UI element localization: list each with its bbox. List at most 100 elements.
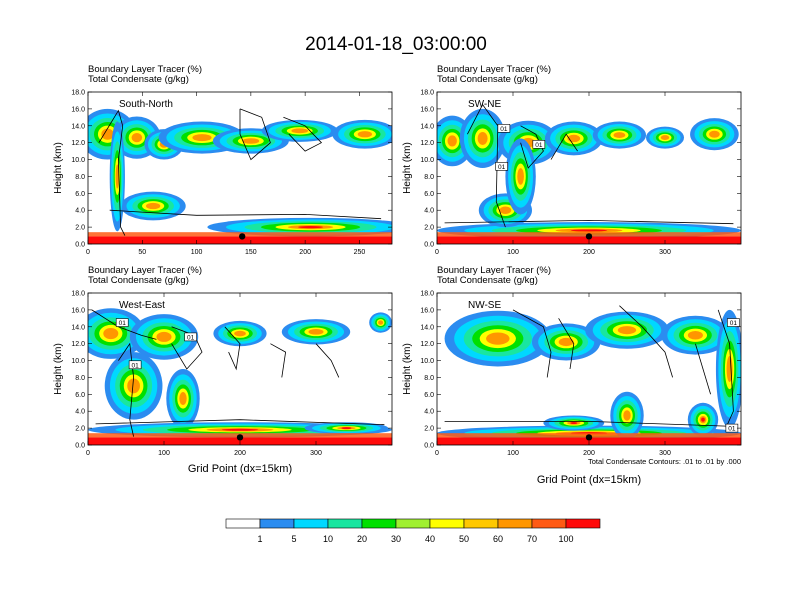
y-tick-label: 4.0: [75, 208, 85, 215]
panel-label: NW-SE: [468, 300, 501, 311]
y-tick-label: 6.0: [424, 191, 434, 198]
tracer-blob: [687, 330, 703, 340]
p4-x-axis-label: Grid Point (dx=15km): [537, 474, 641, 486]
y-tick-label: 10.0: [71, 358, 85, 365]
y-tick-label: 14.0: [71, 324, 85, 331]
tracer-blob: [660, 135, 670, 141]
contour-label: 01: [730, 320, 738, 327]
tracer-blob: [192, 134, 212, 142]
x-tick-label: 200: [583, 249, 595, 256]
y-axis-label: Height (km): [53, 142, 64, 194]
y-tick-label: 14.0: [420, 324, 434, 331]
p3-title-line2: Total Condensate (g/kg): [88, 275, 189, 286]
p1-title-line2: Total Condensate (g/kg): [88, 74, 189, 85]
contour-label: 01: [132, 362, 140, 369]
p3-x-axis-label: Grid Point (dx=15km): [188, 463, 292, 475]
tracer-blob: [486, 332, 510, 345]
tracer-blob: [477, 131, 488, 145]
location-marker: [585, 233, 593, 240]
y-tick-label: 8.0: [75, 375, 85, 382]
y-tick-label: 14.0: [420, 123, 434, 130]
y-tick-label: 6.0: [424, 392, 434, 399]
condensate-contour: [98, 109, 126, 236]
tracer-blob: [709, 130, 720, 138]
y-tick-label: 6.0: [75, 392, 85, 399]
y-tick-label: 16.0: [71, 106, 85, 113]
tracer-blob: [101, 128, 114, 140]
y-tick-label: 8.0: [424, 174, 434, 181]
colorbar-swatch: [429, 518, 465, 529]
tracer-blob: [357, 131, 373, 138]
y-tick-label: 4.0: [424, 409, 434, 416]
condensate-contour: [444, 219, 734, 225]
p2-title-line2: Total Condensate (g/kg): [437, 74, 538, 85]
panel-label: South-North: [119, 99, 173, 110]
x-tick-label: 300: [310, 450, 322, 457]
tracer-blob: [179, 392, 187, 406]
y-tick-label: 18.0: [71, 90, 85, 97]
y-tick-label: 18.0: [420, 291, 434, 298]
y-tick-label: 2.0: [75, 426, 85, 433]
tracer-blob: [701, 417, 705, 422]
x-tick-label: 100: [507, 249, 519, 256]
x-tick-label: 100: [191, 249, 203, 256]
tracer-blob: [298, 225, 323, 229]
x-tick-label: 50: [138, 249, 146, 256]
boundary-layer-band: [88, 236, 392, 244]
y-tick-label: 0.0: [75, 443, 85, 450]
condensate-contour: [550, 133, 578, 160]
tracer-field: [437, 305, 741, 445]
tracer-blob: [115, 164, 119, 189]
condensate-contour: [171, 326, 203, 370]
colorbar-swatch: [259, 518, 295, 529]
contour-label-box: [128, 360, 142, 370]
colorbar-label: 5: [291, 534, 296, 544]
condensate-contour: [239, 108, 271, 161]
colorbar: 1 5 10 20 30 40 50 60 70 100: [225, 518, 601, 544]
tracer-blob: [341, 427, 352, 430]
y-tick-label: 12.0: [71, 140, 85, 147]
tracer-blob: [378, 320, 384, 325]
panel-sw-ne: 01 01 01 SW-NE 0.0 2.0 4.0 6.0 8.0 10.0 12.0 14.0 16…: [402, 90, 742, 256]
contour-label: 01: [119, 320, 127, 327]
tracer-blob: [613, 132, 626, 139]
colorbar-label: 50: [459, 534, 469, 544]
colorbar-label: 30: [391, 534, 401, 544]
x-tick-label: 200: [583, 450, 595, 457]
x-tick-label: 0: [86, 249, 90, 256]
tracer-blob: [291, 128, 309, 134]
condensate-contour: [118, 342, 135, 437]
panel-west-east: 01 01 01 West-East 0.0 2.0 4.0 6.0 8.0 10.0 12.0 14…: [53, 291, 393, 457]
y-tick-label: 12.0: [420, 341, 434, 348]
tracer-blob: [447, 135, 457, 147]
panel-label: West-East: [119, 300, 165, 311]
colorbar-label: 10: [323, 534, 333, 544]
y-axis-label: Height (km): [402, 142, 413, 194]
condensate-contour: [315, 343, 340, 378]
y-axis-label: Height (km): [402, 343, 413, 395]
tracer-blob: [617, 326, 637, 335]
tracer-blob: [499, 206, 512, 214]
x-tick-label: 300: [659, 450, 671, 457]
x-tick-label: 100: [507, 450, 519, 457]
y-tick-label: 10.0: [420, 157, 434, 164]
tracer-blob: [242, 138, 260, 144]
tracer-blob: [131, 132, 143, 143]
colorbar-swatch: [531, 518, 567, 529]
condensate-contour: [91, 309, 157, 340]
x-tick-label: 0: [435, 450, 439, 457]
colorbar-swatch: [463, 518, 499, 529]
y-tick-label: 18.0: [71, 291, 85, 298]
x-tick-label: 250: [354, 249, 366, 256]
y-axis-label: Height (km): [53, 343, 64, 395]
y-tick-label: 16.0: [420, 307, 434, 314]
condensate-contour: [558, 318, 575, 370]
condensate-contour: [224, 326, 241, 371]
tracer-blob: [570, 422, 578, 425]
panel-nw-se: 01 01 NW-SE 0.0 2.0 4.0 6.0 8.0 10.0 12.0 14.0 16.0…: [402, 291, 742, 457]
tracer-blob: [127, 378, 140, 394]
contour-label-box: [495, 162, 508, 171]
colorbar-label: 40: [425, 534, 435, 544]
tracer-blob: [623, 410, 631, 421]
